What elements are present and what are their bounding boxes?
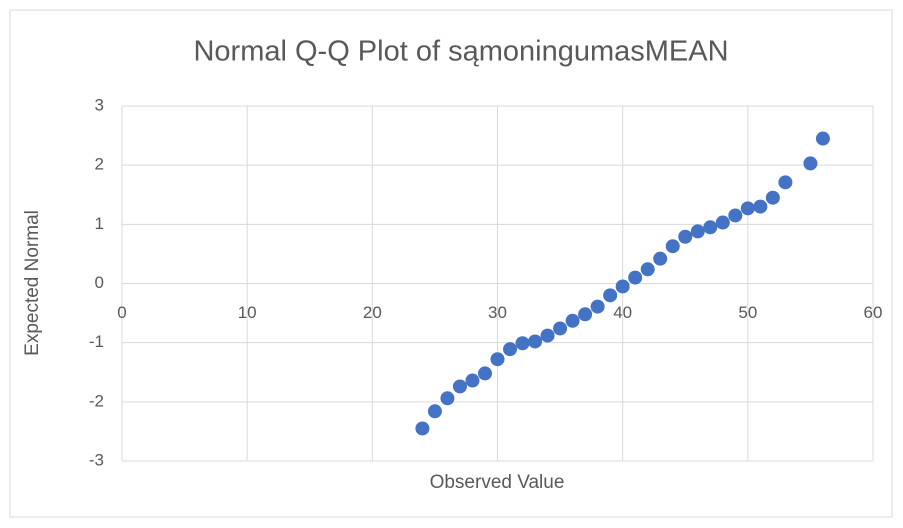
data-point [515,336,530,351]
data-point [540,328,555,343]
data-point [477,366,492,381]
data-point [465,373,480,388]
data-point [628,270,643,285]
x-tick-label: 0 [117,303,126,322]
y-tick-label: -1 [89,332,104,351]
data-point [753,199,768,214]
x-axis-label: Observed Value [430,472,565,493]
data-point [640,262,655,277]
data-point [703,220,718,235]
data-point [503,342,518,357]
data-point [415,421,430,436]
chart-title: Normal Q-Q Plot of sąmoningumasMEAN [193,36,728,68]
data-point [653,251,668,266]
data-point [740,201,755,216]
data-point [665,239,680,254]
data-point [440,391,455,406]
data-point [528,334,543,349]
data-point [590,299,605,314]
data-point [490,352,505,367]
y-tick-label: -3 [89,450,104,469]
x-tick-label: 60 [864,303,883,322]
data-point [603,288,618,303]
data-point [728,208,743,223]
x-tick-label: 50 [738,303,757,322]
x-tick-label: 30 [488,303,507,322]
y-tick-label: 3 [95,95,104,114]
data-point [565,313,580,328]
data-point [715,215,730,230]
data-point [553,321,568,336]
y-tick-label: 0 [95,273,104,292]
data-point [578,307,593,322]
y-axis-label: Expected Normal [22,210,43,356]
data-point [615,279,630,294]
y-tick-label: -2 [89,391,104,410]
x-tick-label: 40 [613,303,632,322]
x-tick-label: 10 [238,303,257,322]
data-point [690,224,705,239]
chart-border [9,9,893,518]
x-tick-label: 20 [363,303,382,322]
y-tick-label: 2 [95,155,104,174]
data-point [803,156,818,171]
data-point [452,379,467,394]
data-point [765,190,780,205]
data-point [815,131,830,146]
data-point [678,229,693,244]
y-tick-label: 1 [95,214,104,233]
data-point [778,175,793,190]
data-point [427,404,442,419]
